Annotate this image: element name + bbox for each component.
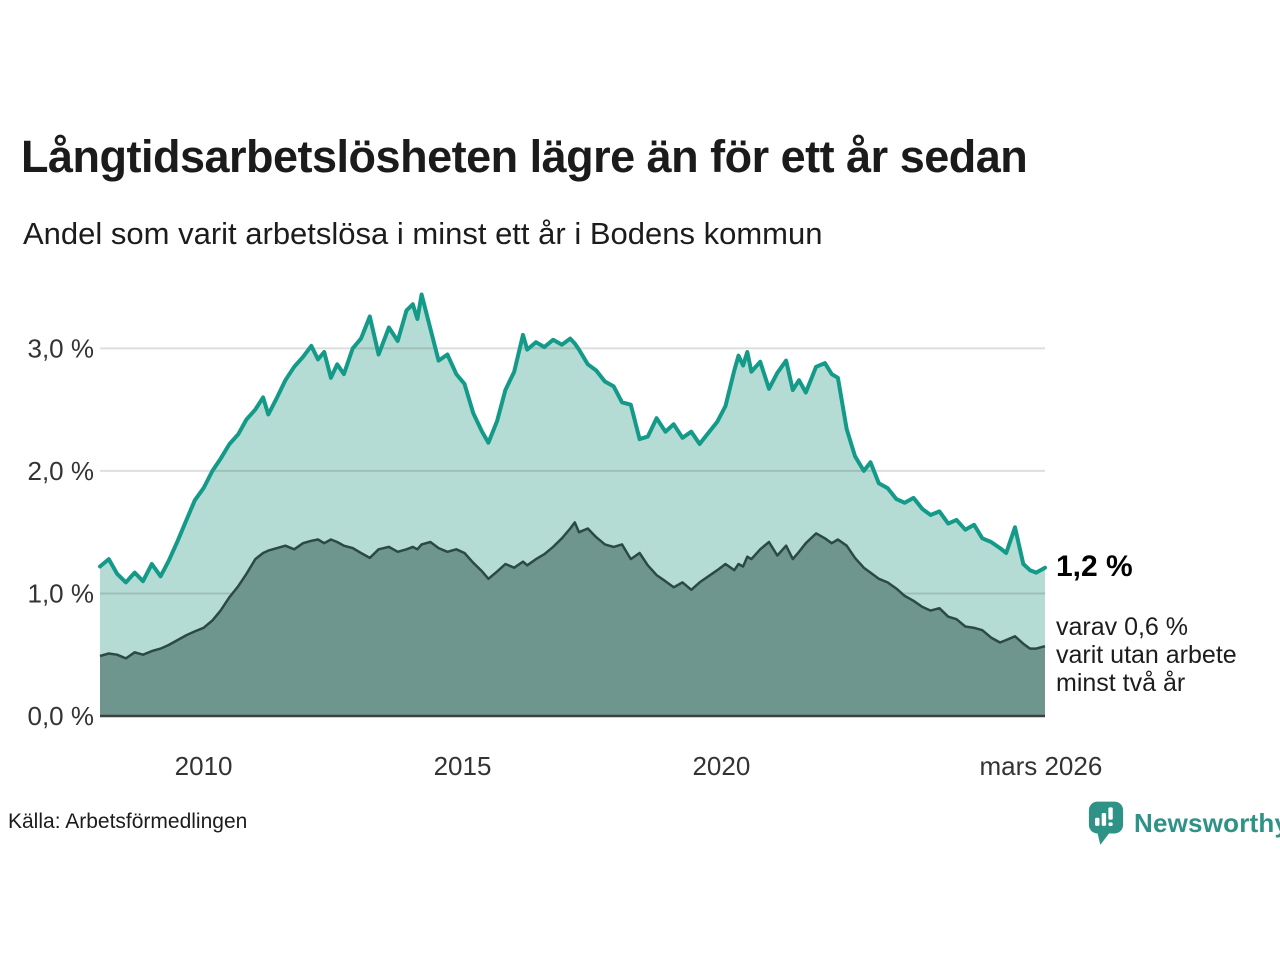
page-subtitle: Andel som varit arbetslösa i minst ett å… — [23, 216, 823, 251]
two-year-annotation-line: varit utan arbete — [1056, 641, 1237, 669]
y-tick-label: 0,0 % — [28, 701, 95, 731]
two-year-annotation: varav 0,6 % varit utan arbete minst två … — [1056, 613, 1271, 697]
newsworthy-wordmark: Newsworthy — [1134, 807, 1280, 838]
two-year-annotation-line: minst två år — [1056, 669, 1186, 697]
x-tick-label: 2010 — [175, 751, 233, 781]
y-tick-label: 2,0 % — [28, 456, 95, 486]
y-tick-label: 1,0 % — [28, 579, 95, 609]
series-line-total — [98, 292, 1047, 585]
source-label: Källa: Arbetsförmedlingen — [8, 810, 248, 833]
x-tick-label: mars 2026 — [979, 751, 1102, 781]
x-tick-label: 2015 — [434, 751, 492, 781]
y-tick-label: 3,0 % — [28, 333, 95, 363]
latest-value-label: 1,2 % — [1056, 550, 1133, 583]
page-title: Långtidsarbetslösheten lägre än för ett … — [21, 131, 1028, 182]
series-line-two-years — [99, 521, 1046, 660]
series-area-two-years — [100, 522, 1045, 716]
newsworthy-brand: Newsworthy — [1087, 800, 1280, 846]
x-tick-label: 2020 — [692, 751, 750, 781]
two-year-annotation-line: varav 0,6 % — [1056, 613, 1189, 641]
newsworthy-logo-icon — [1088, 801, 1124, 845]
